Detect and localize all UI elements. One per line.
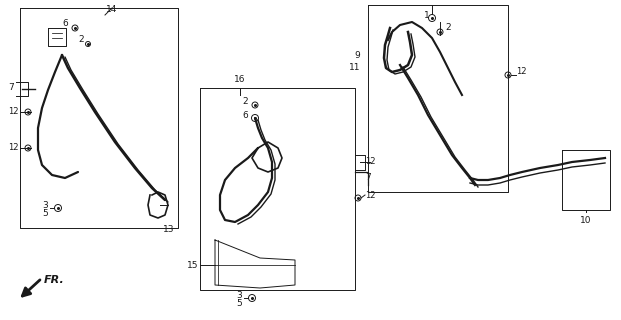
Text: 1: 1 xyxy=(424,11,430,20)
Text: 2: 2 xyxy=(242,98,248,107)
Text: 12: 12 xyxy=(8,143,19,153)
Text: 3: 3 xyxy=(42,201,48,210)
Text: FR.: FR. xyxy=(44,275,65,285)
Text: 12: 12 xyxy=(8,108,19,116)
Text: 12: 12 xyxy=(365,190,376,199)
Text: 12: 12 xyxy=(516,68,527,76)
Text: 10: 10 xyxy=(580,216,592,225)
Text: 7: 7 xyxy=(365,173,371,182)
Text: 11: 11 xyxy=(348,63,360,73)
Text: 5: 5 xyxy=(236,299,242,308)
Text: 3: 3 xyxy=(236,291,242,300)
Text: 7: 7 xyxy=(8,84,14,92)
Text: 13: 13 xyxy=(163,225,175,234)
Text: 9: 9 xyxy=(354,51,360,60)
Text: 16: 16 xyxy=(234,75,246,84)
Text: 6: 6 xyxy=(242,110,248,119)
Text: 2: 2 xyxy=(445,23,451,33)
Text: 14: 14 xyxy=(106,5,118,14)
Text: 5: 5 xyxy=(42,209,48,218)
Text: 15: 15 xyxy=(186,260,198,269)
Text: 2: 2 xyxy=(78,36,84,44)
Text: 6: 6 xyxy=(62,20,68,28)
Text: 12: 12 xyxy=(365,157,376,166)
